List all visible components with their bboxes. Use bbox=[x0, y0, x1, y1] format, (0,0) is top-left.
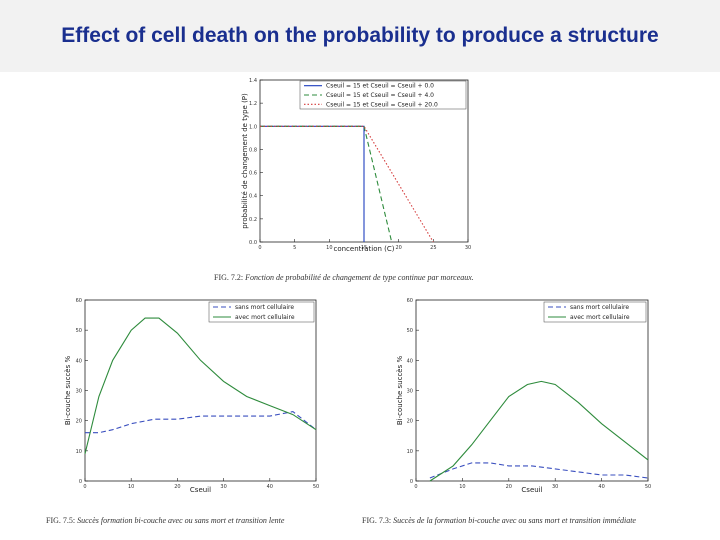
title-bar bbox=[0, 0, 720, 72]
c0-y-tick-label: 0.2 bbox=[249, 217, 257, 223]
c0-x-tick-label: 0 bbox=[258, 245, 261, 251]
c2-series-line-0 bbox=[429, 462, 649, 479]
c1-y-tick-label: 50 bbox=[76, 328, 82, 334]
c2-y-tick-label: 30 bbox=[407, 389, 413, 395]
c2-x-axis-label: Cseuil bbox=[521, 486, 542, 494]
c2-x-tick-label: 20 bbox=[506, 484, 512, 490]
c1-y-axis-label: Bi-couche succès % bbox=[64, 356, 72, 426]
c0-x-tick-label: 25 bbox=[430, 245, 436, 251]
c2-legend-label-1: avec mort cellulaire bbox=[570, 314, 630, 321]
caption-fig-7-5-label: FIG. 7.5: bbox=[46, 516, 76, 525]
c2-x-tick-label: 30 bbox=[552, 484, 558, 490]
c0-series-line-2 bbox=[260, 125, 434, 243]
c2-y-tick-label: 50 bbox=[407, 328, 413, 334]
c1-y-tick-label: 60 bbox=[76, 298, 82, 304]
c0-y-axis-label: probabilité de changement de type (P) bbox=[241, 93, 249, 229]
c1-x-tick-label: 40 bbox=[267, 484, 273, 490]
caption-fig-7-3: FIG. 7.3: Succès de la formation bi-couc… bbox=[362, 516, 636, 525]
c1-x-tick-label: 10 bbox=[128, 484, 134, 490]
c0-x-axis-label: concentration (C) bbox=[333, 245, 394, 253]
c1-y-tick-label: 10 bbox=[76, 449, 82, 455]
c0-y-tick-label: 1.2 bbox=[249, 101, 257, 107]
c0-y-tick-label: 0.6 bbox=[249, 171, 257, 177]
c2-plot-frame bbox=[415, 299, 649, 482]
c1-x-tick-label: 20 bbox=[174, 484, 180, 490]
c1-legend-label-1: avec mort cellulaire bbox=[235, 314, 295, 321]
c0-x-tick-label: 15 bbox=[361, 245, 367, 251]
c1-x-tick-label: 0 bbox=[83, 484, 86, 490]
c2-x-tick-label: 40 bbox=[598, 484, 604, 490]
caption-fig-7-2: FIG. 7.2: Fonction de probabilité de cha… bbox=[214, 273, 474, 282]
c1-plot-frame bbox=[84, 299, 317, 482]
c0-legend-label-0: Cseuil = 15 et Cseuil = Cseuil + 0.0 bbox=[326, 83, 434, 90]
c0-x-tick-label: 10 bbox=[326, 245, 332, 251]
caption-fig-7-5: FIG. 7.5: Succès formation bi-couche ave… bbox=[46, 516, 284, 525]
c0-x-tick-label: 20 bbox=[395, 245, 401, 251]
c2-y-tick-label: 0 bbox=[410, 479, 413, 485]
c1-legend-box bbox=[208, 301, 315, 323]
c0-x-tick-label: 5 bbox=[293, 245, 296, 251]
c0-y-tick-label: 1.4 bbox=[249, 78, 257, 84]
c0-y-tick-label: 1.0 bbox=[249, 124, 257, 130]
c2-x-tick-label: 50 bbox=[645, 484, 651, 490]
c1-x-axis-label: Cseuil bbox=[190, 486, 211, 494]
c1-y-tick-label: 20 bbox=[76, 419, 82, 425]
c0-x-tick-label: 30 bbox=[465, 245, 471, 251]
c1-x-tick-label: 50 bbox=[313, 484, 319, 490]
c0-series-line-1 bbox=[260, 125, 393, 243]
c1-legend-label-0: sans mort cellulaire bbox=[235, 304, 294, 311]
c2-series-line-1 bbox=[429, 380, 649, 482]
c2-x-tick-label: 0 bbox=[414, 484, 417, 490]
c1-x-tick-label: 30 bbox=[220, 484, 226, 490]
caption-fig-7-3-text: Succès de la formation bi-couche avec ou… bbox=[393, 516, 636, 525]
caption-fig-7-2-text: Fonction de probabilité de changement de… bbox=[245, 273, 474, 282]
c1-y-tick-label: 30 bbox=[76, 389, 82, 395]
c0-legend-label-2: Cseuil = 15 et Cseuil = Cseuil + 20.0 bbox=[326, 101, 438, 108]
c2-y-axis-label: Bi-couche succès % bbox=[396, 356, 404, 426]
c2-y-tick-label: 10 bbox=[407, 449, 413, 455]
c2-legend-label-0: sans mort cellulaire bbox=[570, 304, 629, 311]
c1-series-line-0 bbox=[85, 411, 317, 434]
c0-y-tick-label: 0.8 bbox=[249, 147, 257, 153]
c2-x-tick-label: 10 bbox=[459, 484, 465, 490]
c0-y-tick-label: 0.4 bbox=[249, 194, 257, 200]
c2-y-tick-label: 60 bbox=[407, 298, 413, 304]
c1-y-tick-label: 0 bbox=[79, 479, 82, 485]
caption-fig-7-3-label: FIG. 7.3: bbox=[362, 516, 392, 525]
c0-legend-label-1: Cseuil = 15 et Cseuil = Cseuil + 4.0 bbox=[326, 92, 434, 99]
c2-y-tick-label: 40 bbox=[407, 358, 413, 364]
c1-y-tick-label: 40 bbox=[76, 358, 82, 364]
caption-fig-7-2-label: FIG. 7.2: bbox=[214, 273, 244, 282]
c1-series-line-1 bbox=[84, 317, 317, 455]
c0-legend-box bbox=[299, 80, 467, 110]
c2-legend-box bbox=[543, 301, 647, 323]
caption-fig-7-5-text: Succès formation bi-couche avec ou sans … bbox=[77, 516, 285, 525]
c2-y-tick-label: 20 bbox=[407, 419, 413, 425]
slide-title: Effect of cell death on the probability … bbox=[61, 24, 659, 47]
c0-y-tick-label: 0.0 bbox=[249, 240, 257, 246]
